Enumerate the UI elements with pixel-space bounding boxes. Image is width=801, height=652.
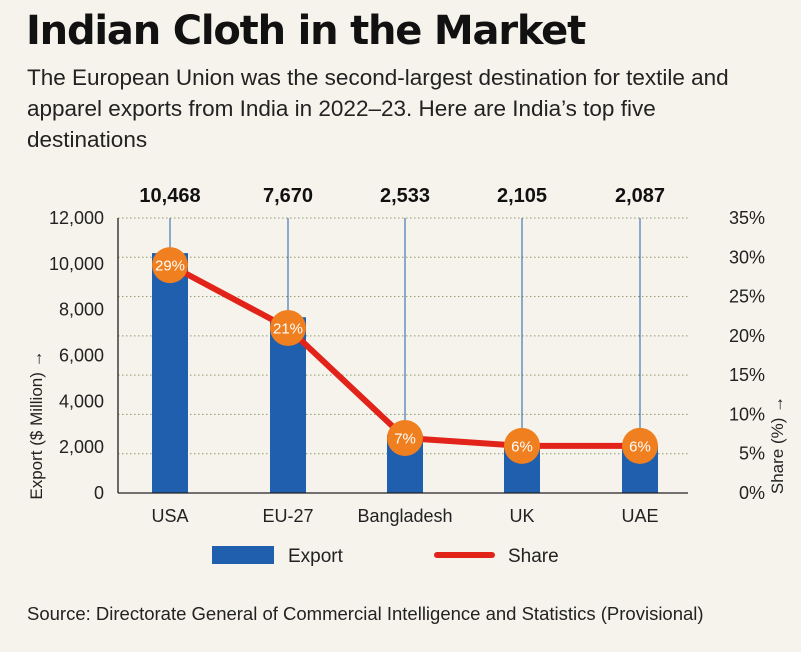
y2-tick-label: 30% [729,247,765,267]
share-value-label: 6% [511,438,533,455]
y2-tick-label: 20% [729,326,765,346]
y2-tick-label: 35% [729,208,765,228]
y2-tick-label: 10% [729,404,765,424]
share-marker [622,427,658,464]
bar-eu-27 [270,317,306,493]
y-tick-label: 6,000 [59,346,104,366]
source-note: Source: Directorate General of Commercia… [27,603,704,624]
y-tick-label: 0 [94,483,104,503]
y-axis-title: Export ($ Million) → [27,350,46,499]
y2-axis-title: Share (%) → [768,396,787,494]
bar-value-label: 7,670 [263,185,313,207]
combo-chart: 0 2,000 4,000 6,000 8,000 10,000 12,000 0% 5% 10%… [27,185,787,567]
share-marker [270,310,306,346]
chart-subtitle: The European Union was the second-larges… [27,65,729,152]
y2-tick-label: 15% [729,365,765,385]
x-tick-label: USA [151,506,188,526]
y2-tick-label: 5% [739,444,765,464]
share-marker [504,427,540,464]
y-tick-label: 12,000 [49,208,104,228]
share-value-label: 21% [273,321,303,338]
share-marker [152,247,188,284]
share-value-label: 29% [155,258,185,275]
bar-value-label: 2,087 [615,185,665,207]
legend-label-share: Share [508,546,559,567]
x-tick-label: UAE [621,506,658,526]
y2-tick-label: 25% [729,287,765,307]
bar-value-label: 2,105 [497,185,547,207]
y2-tick-label: 0% [739,483,765,503]
bar-value-label: 2,533 [380,185,430,207]
y-tick-label: 2,000 [59,437,104,457]
share-marker [387,420,423,456]
y-tick-label: 4,000 [59,391,104,411]
x-tick-label: UK [509,506,534,526]
share-value-label: 6% [629,438,651,455]
y-tick-label: 10,000 [49,254,104,274]
chart-title: Indian Cloth in the Market [26,8,586,54]
x-tick-label: EU-27 [262,506,313,526]
y-tick-label: 8,000 [59,300,104,320]
share-value-label: 7% [394,431,416,448]
legend-label-export: Export [288,546,344,567]
bar-value-label: 10,468 [139,185,200,207]
legend-swatch-export [212,546,274,564]
bar-usa [152,253,188,493]
x-tick-label: Bangladesh [357,506,452,526]
